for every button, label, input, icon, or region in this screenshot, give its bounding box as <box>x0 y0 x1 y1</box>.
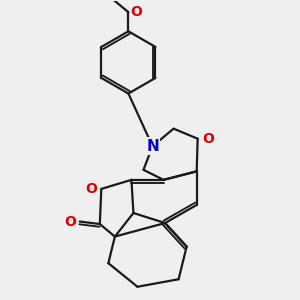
Text: O: O <box>130 5 142 19</box>
Text: O: O <box>64 214 76 229</box>
Text: N: N <box>146 139 159 154</box>
Text: O: O <box>85 182 97 196</box>
Text: O: O <box>202 132 214 146</box>
